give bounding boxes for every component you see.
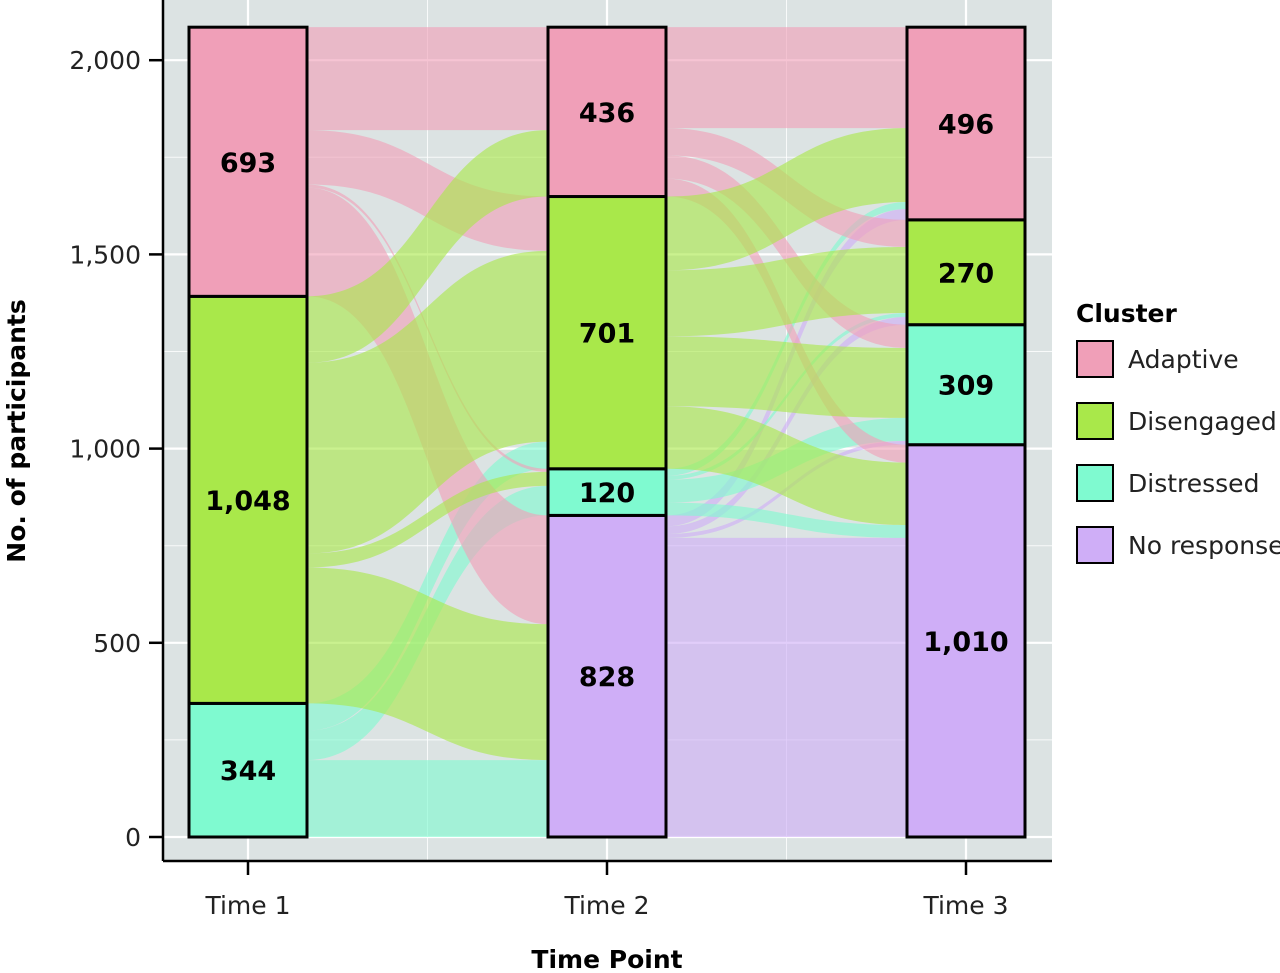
count-label-time-1-distressed: 344 [220, 756, 276, 787]
y-axis-title: No. of participants [2, 299, 31, 562]
stratum-time-1-disengaged [187, 294, 309, 705]
strata: 344 1,048 693 828 120 701 436 1,010 309 270 496 [187, 25, 1027, 839]
count-label-time-1-disengaged: 1,048 [205, 486, 290, 517]
flow-distressed-to-adaptive [666, 201, 907, 476]
count-label-time-3-disengaged: 270 [938, 258, 994, 289]
flow-distressed-to-no-response [307, 760, 548, 837]
legend-label-disengaged: Disengaged [1128, 407, 1277, 436]
count-label-time-2-adaptive: 436 [579, 98, 635, 129]
legend-swatch-adaptive [1076, 340, 1114, 378]
flow-adaptive-to-adaptive [666, 27, 907, 129]
count-label-time-2-distressed: 120 [579, 478, 635, 509]
stratum-time-2-adaptive [546, 25, 668, 199]
flow-disengaged-to-adaptive [666, 128, 907, 271]
stratum-time-2-distressed [546, 467, 668, 517]
flow-disengaged-to-adaptive [307, 130, 548, 363]
flow-distressed-to-no-response [666, 502, 907, 538]
count-label-time-3-no-response: 1,010 [923, 627, 1008, 658]
x-axis-title: Time Point [531, 945, 682, 973]
count-label-time-2-disengaged: 701 [579, 319, 635, 350]
legend-label-no-response: No response [1128, 531, 1280, 560]
legend-label-adaptive: Adaptive [1128, 345, 1239, 374]
flow-adaptive-to-adaptive [307, 27, 548, 131]
count-label-time-2-no-response: 828 [579, 662, 635, 693]
flow-disengaged-to-disengaged [666, 247, 907, 337]
flow-adaptive-to-disengaged [307, 130, 548, 251]
x-tick-label: Time 3 [922, 891, 1008, 920]
stratum-time-3-adaptive [905, 25, 1027, 222]
stratum-time-2-no-response [546, 513, 668, 839]
flow-adaptive-to-distressed [666, 155, 907, 349]
flow-disengaged-to-distressed [666, 336, 907, 418]
legend-swatch-no-response [1076, 526, 1114, 564]
stratum-time-3-no-response [905, 443, 1027, 839]
stratum-time-1-adaptive [187, 25, 309, 298]
legend-title: Cluster [1076, 299, 1178, 328]
y-tick-label: 0 [125, 823, 141, 852]
legend-swatch-disengaged [1076, 402, 1114, 440]
y-tick-label: 2,000 [69, 46, 141, 75]
flow-ribbons [307, 27, 907, 837]
flow-disengaged-to-no-response [307, 567, 548, 761]
count-label-time-1-adaptive: 693 [220, 148, 276, 179]
x-tick-label: Time 1 [204, 891, 290, 920]
flow-no-response-to-no-response [666, 537, 907, 837]
count-label-time-3-adaptive: 496 [938, 110, 994, 141]
y-tick-label: 1,000 [69, 435, 141, 464]
count-label-time-3-distressed: 309 [938, 371, 994, 402]
axes: 0 500 1,000 1,500 2,000 Time 1 Time 2 Time 3 [69, 0, 1052, 920]
stratum-time-3-disengaged [905, 218, 1027, 327]
flow-disengaged-to-disengaged [307, 250, 548, 554]
legend-label-distressed: Distressed [1128, 469, 1259, 498]
legend-swatch-distressed [1076, 464, 1114, 502]
stratum-time-2-disengaged [546, 195, 668, 471]
flow-disengaged-to-no-response [666, 406, 907, 526]
flow-disengaged-to-distressed [307, 471, 548, 568]
flow-no-response-to-disengaged [666, 316, 907, 535]
legend: Cluster Adaptive Disengaged Distressed No r… [1076, 299, 1280, 564]
y-tick-label: 500 [93, 629, 141, 658]
y-tick-label: 1,500 [69, 240, 141, 269]
flow-distressed-to-disengaged [307, 441, 548, 731]
x-tick-label: Time 2 [563, 891, 649, 920]
